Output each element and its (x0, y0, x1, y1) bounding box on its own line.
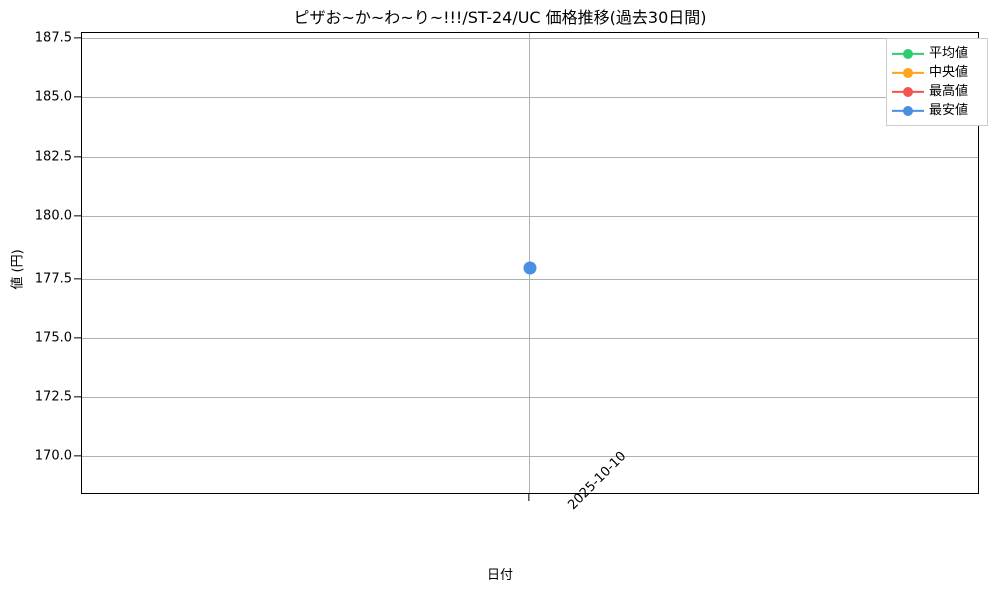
legend-item-average[interactable]: 平均値 (892, 44, 981, 63)
gridline-horizontal (82, 38, 978, 39)
plot-area (81, 32, 979, 494)
y-tick-mark (74, 96, 81, 98)
legend-marker-icon (892, 85, 924, 99)
y-tick-label: 177.5 (34, 271, 72, 287)
legend-marker-icon (892, 104, 924, 118)
data-point-minimum (523, 261, 537, 275)
gridline-horizontal (82, 456, 978, 457)
y-tick-label: 180.0 (34, 208, 72, 224)
gridline-horizontal (82, 157, 978, 158)
y-tick-mark (74, 455, 81, 457)
legend-marker-icon (892, 66, 924, 80)
x-tick-label: 2025-10-10 (565, 449, 629, 513)
gridline-horizontal (82, 97, 978, 98)
y-tick-label: 187.5 (34, 30, 72, 46)
chart-legend: 平均値 中央値 最高値 最安値 (886, 38, 988, 126)
legend-label: 最安値 (929, 102, 969, 118)
y-tick-label: 185.0 (34, 89, 72, 105)
y-tick-label: 172.5 (34, 389, 72, 405)
chart-title: ピザお~か~わ~り~!!!/ST-24/UC 価格推移(過去30日間) (293, 8, 707, 27)
y-tick-mark (74, 156, 81, 158)
y-tick-mark (74, 337, 81, 339)
legend-item-maximum[interactable]: 最高値 (892, 82, 981, 101)
legend-label: 最高値 (929, 83, 969, 99)
legend-label: 中央値 (929, 64, 969, 80)
y-axis-tick-labels: 187.5 185.0 182.5 180.0 177.5 175.0 172.… (0, 0, 72, 600)
y-tick-label: 175.0 (34, 330, 72, 346)
y-tick-mark (74, 37, 81, 39)
x-axis-label: 日付 (486, 568, 513, 583)
gridline-horizontal (82, 397, 978, 398)
y-tick-mark (74, 215, 81, 217)
gridline-horizontal (82, 216, 978, 217)
gridline-horizontal (82, 338, 978, 339)
legend-label: 平均値 (929, 45, 969, 61)
y-tick-mark (74, 396, 81, 398)
legend-item-minimum[interactable]: 最安値 (892, 101, 981, 120)
gridline-horizontal (82, 279, 978, 280)
legend-item-median[interactable]: 中央値 (892, 63, 981, 82)
y-tick-label: 182.5 (34, 149, 72, 165)
legend-marker-icon (892, 47, 924, 61)
x-tick-mark (528, 494, 530, 501)
y-tick-mark (74, 278, 81, 280)
y-tick-label: 170.0 (34, 448, 72, 464)
